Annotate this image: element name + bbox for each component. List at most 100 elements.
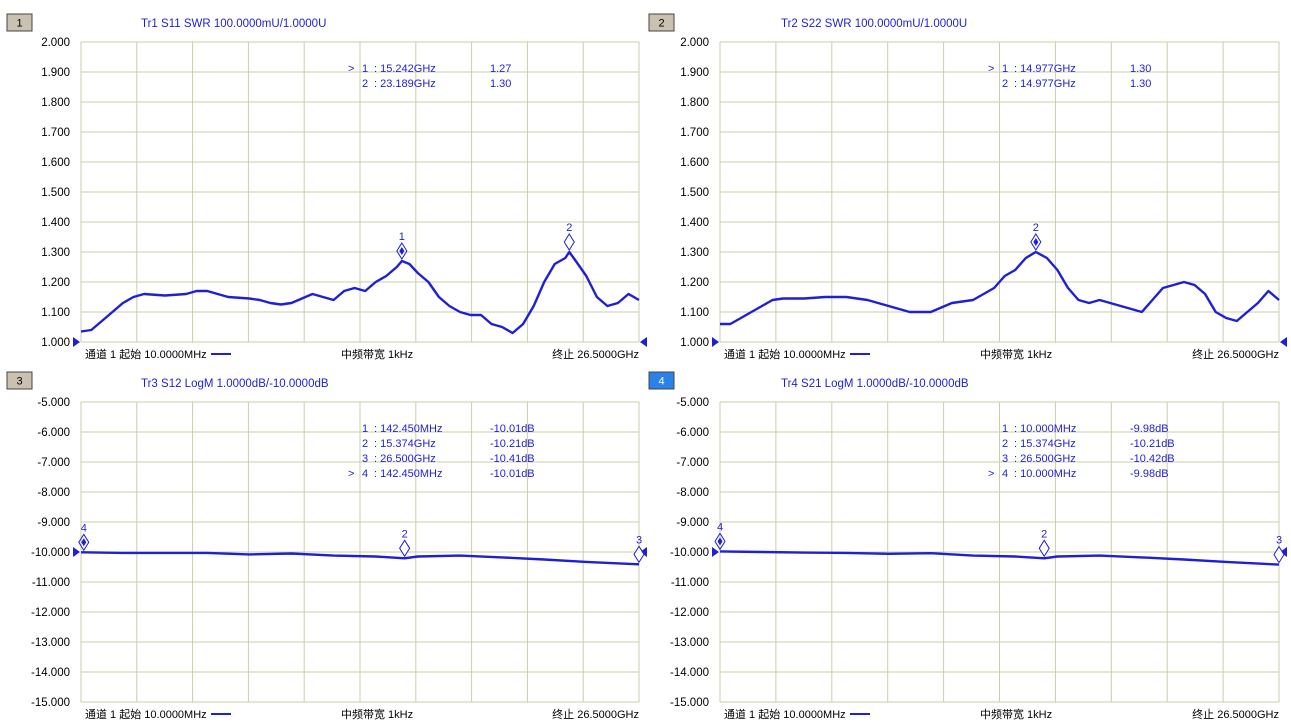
marker-table-row: >4: 142.450MHz -10.01dB — [348, 468, 535, 480]
y-tick-label: 1.900 — [41, 67, 70, 79]
marker-table-cell: : 15.374GHz — [374, 438, 436, 450]
marker-3[interactable]: 3 — [1273, 535, 1285, 564]
y-tick-label: -9.000 — [676, 517, 709, 529]
footer-start: 通道 1 起始 10.0000MHz — [85, 347, 207, 361]
y-tick-label: -11.000 — [671, 577, 709, 589]
y-tick-label: 2.000 — [680, 37, 709, 49]
marker-table-cell: : 15.374GHz — [1014, 438, 1076, 450]
marker-diamond[interactable] — [78, 533, 90, 552]
y-tick-label: -7.000 — [676, 457, 709, 469]
marker-2[interactable]: 2 — [563, 222, 575, 251]
panel-number-label: 4 — [658, 376, 664, 388]
panel-number-tag[interactable] — [648, 13, 675, 32]
marker-table-cell: 2 — [362, 78, 368, 90]
y-tick-label: -5.000 — [37, 397, 70, 409]
marker-1[interactable]: 4 — [714, 521, 726, 551]
marker-diamond[interactable] — [714, 532, 726, 551]
marker-diamond[interactable] — [399, 539, 411, 558]
y-tick-label: -8.000 — [676, 487, 709, 499]
marker-table-cell: -10.21dB — [1130, 438, 1175, 450]
marker-table-cell: 2 — [1002, 438, 1008, 450]
marker-table-row: 3: 26.500GHz -10.42dB — [1002, 453, 1175, 465]
footer-bandwidth: 中频带宽 1kHz — [980, 347, 1052, 361]
y-tick-label: -15.000 — [670, 697, 709, 709]
y-tick-label: 1.100 — [680, 307, 709, 319]
marker-table-cell: : 14.977GHz — [1014, 78, 1076, 90]
marker-table-cell: : 26.500GHz — [374, 453, 436, 465]
y-tick-label: -5.000 — [676, 397, 709, 409]
y-tick-label: -6.000 — [676, 427, 709, 439]
marker-diamond[interactable] — [1273, 545, 1285, 564]
marker-table-cell: 2 — [362, 438, 368, 450]
marker-table-cell: -10.41dB — [490, 453, 535, 465]
chart-panel-3: 3 Tr3 S12 LogM 1.0000dB/-10.0000dB -5.000 -… — [6, 371, 647, 721]
marker-label: 2 — [566, 222, 572, 234]
trace-line — [719, 550, 1280, 566]
footer-bandwidth: 中频带宽 1kHz — [341, 347, 413, 361]
y-tick-label: 1.100 — [41, 307, 70, 319]
y-tick-label: -7.000 — [37, 457, 70, 469]
y-tick-label: -12.000 — [31, 607, 70, 619]
marker-label: 3 — [636, 534, 642, 546]
y-tick-label: -11.000 — [32, 577, 70, 589]
reference-arrow-left — [712, 547, 719, 557]
reference-arrow-right — [1280, 337, 1287, 347]
marker-table-cell: : 10.000MHz — [1014, 423, 1076, 435]
marker-diamond[interactable] — [563, 233, 575, 251]
panel-number-tag[interactable] — [6, 13, 33, 32]
y-tick-label: 2.000 — [41, 37, 70, 49]
chart-panel-2: 2 Tr2 S22 SWR 100.0000mU/1.0000U 2.000 1.90… — [648, 13, 1287, 361]
marker-table-cell: -10.01dB — [490, 423, 535, 435]
marker-table-cell: > — [348, 468, 354, 480]
marker-diamond[interactable] — [1030, 233, 1042, 251]
marker-table-cell: 3 — [362, 453, 368, 465]
marker-table-row: 1: 10.000MHz -9.98dB — [1002, 423, 1169, 435]
chart-panel-1: 1 Tr1 S11 SWR 100.0000mU/1.0000U 2.000 1.90… — [6, 13, 647, 361]
panel-number-tag[interactable] — [648, 371, 675, 390]
y-tick-label: -15.000 — [31, 697, 70, 709]
marker-3[interactable]: 3 — [633, 534, 645, 564]
marker-label: 3 — [1276, 535, 1282, 547]
footer-stop: 终止 26.5000GHz — [552, 347, 639, 361]
footer-stop: 终止 26.5000GHz — [552, 707, 639, 721]
marker-1[interactable]: 4 — [78, 522, 90, 552]
marker-label: 1 — [399, 231, 405, 243]
marker-1[interactable]: 2 — [1030, 222, 1042, 251]
marker-label: 2 — [1033, 222, 1039, 234]
marker-2[interactable]: 2 — [1038, 528, 1050, 558]
panel-number-label: 2 — [658, 18, 664, 30]
footer-start: 通道 1 起始 10.0000MHz — [724, 707, 846, 721]
y-tick-label: 1.000 — [41, 337, 70, 349]
y-tick-label: 1.300 — [41, 247, 70, 259]
marker-2[interactable]: 2 — [399, 528, 411, 558]
marker-diamond-fill — [399, 247, 405, 255]
marker-diamond[interactable] — [1038, 539, 1050, 558]
marker-diamond-fill — [1033, 238, 1039, 246]
marker-table-row: 2: 14.977GHz 1.30 — [1002, 78, 1151, 90]
panel-number-label: 3 — [16, 376, 22, 388]
marker-table-cell: -10.42dB — [1130, 453, 1175, 465]
marker-table-cell: 1 — [1002, 423, 1008, 435]
marker-table-cell: 1 — [362, 63, 368, 75]
y-tick-label: -14.000 — [670, 667, 709, 679]
y-tick-label: 1.400 — [680, 217, 709, 229]
footer-start: 通道 1 起始 10.0000MHz — [724, 347, 846, 361]
marker-table-cell: : 14.977GHz — [1014, 63, 1076, 75]
y-tick-label: 1.300 — [680, 247, 709, 259]
marker-table-cell: > — [988, 468, 994, 480]
marker-1[interactable]: 1 — [396, 231, 408, 260]
y-tick-label: 1.900 — [680, 67, 709, 79]
chart-panel-4: 4 Tr4 S21 LogM 1.0000dB/-10.0000dB -5.000 -… — [648, 371, 1287, 721]
marker-diamond[interactable] — [633, 545, 645, 564]
marker-diamond[interactable] — [396, 242, 408, 260]
trace-title: Tr1 S11 SWR 100.0000mU/1.0000U — [141, 18, 326, 30]
marker-table-cell: 4 — [1002, 468, 1008, 480]
y-tick-label: 1.200 — [41, 277, 70, 289]
y-tick-label: 1.400 — [41, 217, 70, 229]
marker-label: 2 — [402, 528, 408, 540]
trace-line — [80, 250, 640, 335]
marker-table-row: >1: 14.977GHz 1.30 — [988, 63, 1151, 75]
reference-arrow-left — [73, 337, 80, 347]
panel-number-label: 1 — [16, 18, 22, 30]
panel-number-tag[interactable] — [6, 371, 33, 390]
